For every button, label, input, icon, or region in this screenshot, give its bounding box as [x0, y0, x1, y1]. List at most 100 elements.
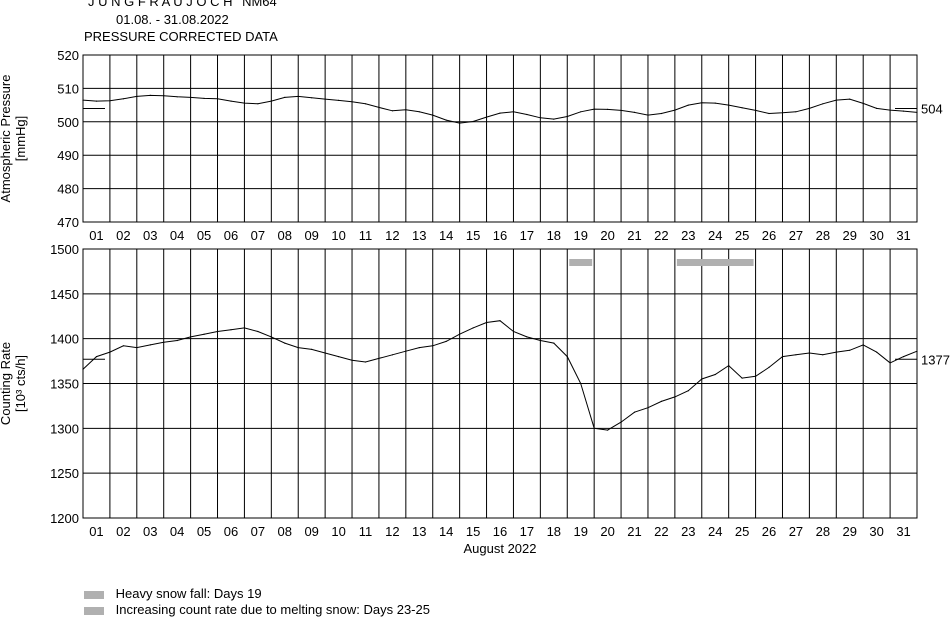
counting-data-point — [607, 429, 609, 431]
pressure-xtick-label: 22 — [654, 228, 668, 243]
counting-xlabel: August 2022 — [463, 541, 536, 556]
counting-data-point — [270, 336, 272, 338]
pressure-data-point — [701, 102, 703, 104]
counting-data-point — [230, 329, 232, 331]
counting-data-point — [768, 366, 770, 368]
counting-data-point — [512, 330, 515, 333]
counting-xtick-label: 30 — [869, 524, 883, 539]
counting-data-point — [203, 333, 205, 335]
counting-data-point — [149, 344, 151, 346]
counting-series-line-0 — [82, 320, 918, 431]
counting-data-point — [822, 354, 824, 356]
pressure-data-point — [270, 100, 272, 102]
counting-data-point — [620, 421, 622, 423]
counting-data-point — [741, 377, 743, 379]
legend-item-melting: Increasing count rate due to melting sno… — [84, 602, 430, 617]
pressure-xtick-label: 11 — [359, 228, 373, 243]
counting-data-point — [338, 356, 340, 358]
counting-data-point — [391, 354, 393, 356]
pressure-data-point — [472, 120, 474, 123]
pressure-data-point — [647, 114, 649, 116]
counting-data-point — [136, 347, 138, 349]
counting-data-point — [553, 342, 555, 344]
counting-ylabel-units: [10³ cts/h] — [13, 355, 28, 412]
pressure-series-line-0 — [82, 94, 918, 124]
pressure-data-point — [485, 116, 488, 118]
counting-xtick-label: 23 — [681, 524, 695, 539]
counting-data-point — [445, 340, 447, 342]
counting-ytick-label: 1200 — [50, 511, 79, 526]
pressure-data-point — [687, 104, 689, 106]
legend-swatch-snowfall — [84, 590, 104, 599]
counting-data-point — [566, 356, 568, 358]
pressure-xtick-label: 08 — [278, 228, 292, 243]
counting-xtick-label: 17 — [520, 524, 534, 539]
pressure-data-point — [122, 98, 124, 100]
counting-data-point — [701, 378, 703, 380]
pressure-xtick-label: 31 — [896, 228, 910, 243]
pressure-data-point — [607, 108, 609, 110]
pressure-data-point — [633, 111, 636, 113]
counting-data-point — [916, 350, 918, 352]
pressure-ylabel-units: [mmHg] — [13, 116, 28, 162]
pressure-data-point — [176, 96, 178, 98]
counting-xtick-label: 24 — [708, 524, 722, 539]
counting-data-point — [405, 350, 407, 352]
counting-data-point — [432, 345, 434, 347]
pressure-xtick-label: 30 — [869, 228, 883, 243]
counting-data-point — [714, 373, 716, 376]
pressure-data-point — [149, 94, 151, 96]
pressure-data-point — [216, 98, 219, 100]
pressure-data-point — [351, 101, 353, 103]
counting-highlight-span-0 — [569, 259, 593, 266]
pressure-data-point — [163, 95, 165, 97]
pressure-xtick-label: 23 — [681, 228, 695, 243]
pressure-xtick-label: 25 — [735, 228, 749, 243]
pressure-data-point — [243, 102, 245, 104]
pressure-data-point — [755, 109, 757, 111]
counting-xtick-label: 29 — [843, 524, 857, 539]
counting-data-point — [539, 339, 542, 342]
pressure-xtick-label: 28 — [816, 228, 830, 243]
counting-xtick-label: 02 — [116, 524, 130, 539]
pressure-data-point — [553, 118, 555, 120]
pressure-data-point — [808, 107, 811, 109]
pressure-xtick-label: 29 — [843, 228, 857, 243]
pressure-xtick-label: 20 — [600, 228, 614, 243]
counting-data-point — [82, 368, 84, 370]
counting-data-point — [889, 362, 891, 364]
pressure-xtick-label: 10 — [331, 228, 345, 243]
pressure-ylabel: Atmospheric Pressure — [0, 75, 13, 203]
counting-xtick-label: 16 — [493, 524, 507, 539]
pressure-xtick-label: 21 — [627, 228, 641, 243]
pressure-xtick-label: 02 — [116, 228, 130, 243]
counting-data-point — [351, 359, 353, 361]
pressure-reference-label: 504 — [921, 101, 943, 116]
counting-xtick-label: 10 — [331, 524, 345, 539]
counting-data-point — [472, 327, 474, 329]
counting-xtick-label: 18 — [547, 524, 561, 539]
pressure-data-point — [849, 98, 851, 100]
counting-data-point — [687, 390, 689, 392]
pressure-data-point — [391, 110, 393, 112]
pressure-data-point — [297, 95, 299, 97]
counting-xtick-label: 12 — [385, 524, 399, 539]
counting-data-point — [526, 336, 528, 338]
counting-data-point — [876, 351, 878, 353]
counting-xtick-label: 11 — [359, 524, 373, 539]
legend-label-melting: Increasing count rate due to melting sno… — [115, 602, 430, 617]
pressure-data-point — [405, 109, 407, 111]
counting-data-point — [459, 333, 461, 335]
pressure-xtick-label: 06 — [224, 228, 238, 243]
pressure-data-point — [741, 107, 743, 109]
counting-xtick-label: 22 — [654, 524, 668, 539]
pressure-ytick-label: 490 — [57, 148, 79, 163]
counting-data-point — [755, 375, 757, 377]
counting-ytick-label: 1300 — [50, 421, 79, 436]
pressure-ytick-label: 510 — [57, 81, 79, 96]
pressure-data-point — [418, 111, 420, 113]
counting-xtick-label: 21 — [627, 524, 641, 539]
counting-data-point — [190, 336, 192, 338]
pressure-data-point — [876, 107, 878, 109]
